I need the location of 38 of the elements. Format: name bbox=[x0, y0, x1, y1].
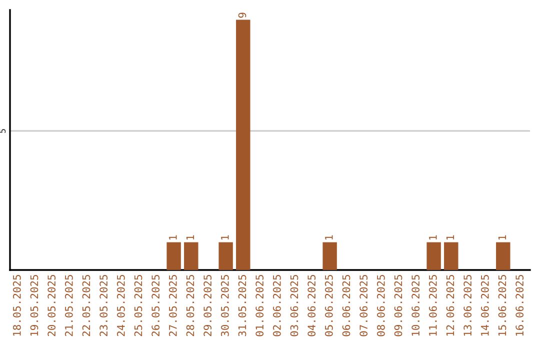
x-tick-label: 13.06.2025 bbox=[464, 275, 472, 336]
x-tick-label: 08.06.2025 bbox=[376, 275, 385, 336]
x-tick-label: 04.06.2025 bbox=[308, 275, 316, 336]
data-label: 1 bbox=[498, 235, 506, 240]
x-tick-label: 03.06.2025 bbox=[290, 275, 298, 336]
x-tick-label: 09.06.2025 bbox=[394, 275, 402, 336]
x-tick-label: 10.06.2025 bbox=[412, 275, 420, 336]
x-tick-label: 19.05.2025 bbox=[30, 275, 38, 336]
x-tick-label: 30.05.2025 bbox=[220, 275, 229, 336]
x-tick-label: 22.05.2025 bbox=[82, 275, 90, 336]
data-label: 1 bbox=[186, 235, 194, 240]
x-tick-label: 16.06.2025 bbox=[516, 275, 524, 336]
x-tick-label: 18.05.2025 bbox=[12, 275, 21, 336]
x-tick-label: 15.06.2025 bbox=[498, 275, 506, 336]
x-tick-label: 24.05.2025 bbox=[116, 275, 125, 336]
x-tick-label: 11.06.2025 bbox=[428, 275, 437, 336]
data-label: 1 bbox=[446, 235, 454, 240]
x-tick-label: 31.05.2025 bbox=[238, 275, 246, 336]
x-tick-label: 12.06.2025 bbox=[446, 275, 454, 336]
x-tick-label: 05.06.2025 bbox=[324, 275, 333, 336]
data-label: 1 bbox=[429, 235, 437, 240]
x-tick-label: 29.05.2025 bbox=[204, 275, 212, 336]
data-label: 1 bbox=[325, 235, 333, 240]
x-tick-label: 23.05.2025 bbox=[100, 275, 108, 336]
x-tick-label: 14.06.2025 bbox=[480, 275, 489, 336]
x-tick-label: 20.05.2025 bbox=[48, 275, 56, 336]
x-tick-label: 25.05.2025 bbox=[134, 275, 142, 336]
x-tick-label: 06.06.2025 bbox=[342, 275, 350, 336]
x-tick-label: 21.05.2025 bbox=[64, 275, 73, 336]
data-label: 1 bbox=[221, 235, 229, 240]
x-tick-label: 07.06.2025 bbox=[360, 275, 368, 336]
data-label: 9 bbox=[238, 12, 246, 18]
x-tick-label: 02.06.2025 bbox=[272, 275, 281, 336]
x-tick-label: 01.06.2025 bbox=[256, 275, 264, 336]
x-tick-label: 26.05.2025 bbox=[152, 275, 160, 336]
data-label: 1 bbox=[169, 235, 177, 240]
x-tick-label: 27.05.2025 bbox=[168, 275, 177, 336]
x-tick-label: 28.05.2025 bbox=[186, 275, 194, 336]
